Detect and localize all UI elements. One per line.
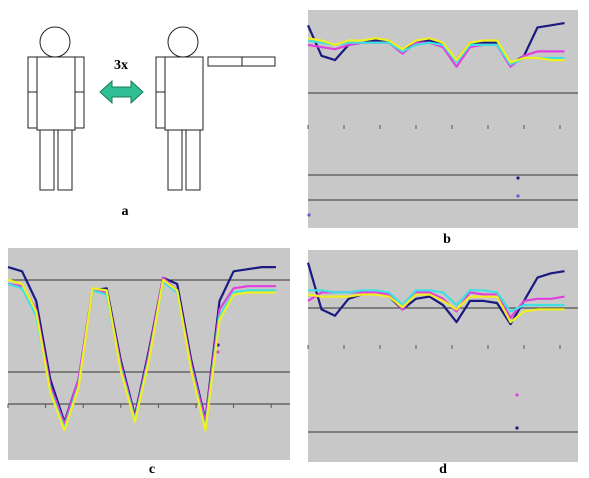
torso — [164, 56, 204, 131]
leg — [167, 129, 183, 191]
marker-dot — [307, 213, 311, 217]
marker-dot — [516, 194, 520, 198]
marker-dot — [216, 350, 220, 354]
panel-label: a — [122, 204, 129, 219]
data-line — [308, 289, 565, 313]
panel — [306, 10, 578, 228]
panel-label: b — [443, 232, 451, 247]
leg — [39, 129, 55, 191]
panel-label: d — [439, 462, 447, 477]
panel — [7, 248, 290, 460]
data-line — [307, 293, 565, 324]
torso — [36, 56, 76, 131]
leg — [185, 129, 201, 191]
panel-a: 3x a — [27, 26, 276, 219]
panel-label: c — [149, 462, 155, 477]
arrow-label: 3x — [114, 58, 128, 73]
head — [39, 26, 71, 58]
double-arrow — [99, 79, 144, 105]
marker-dot — [515, 393, 519, 397]
panel — [306, 250, 578, 462]
marker-dot — [516, 176, 520, 180]
marker-dot — [515, 426, 519, 430]
head — [167, 26, 199, 58]
data-line — [307, 37, 565, 64]
plot-background — [308, 250, 578, 462]
data-line — [7, 278, 276, 432]
leg — [57, 129, 73, 191]
